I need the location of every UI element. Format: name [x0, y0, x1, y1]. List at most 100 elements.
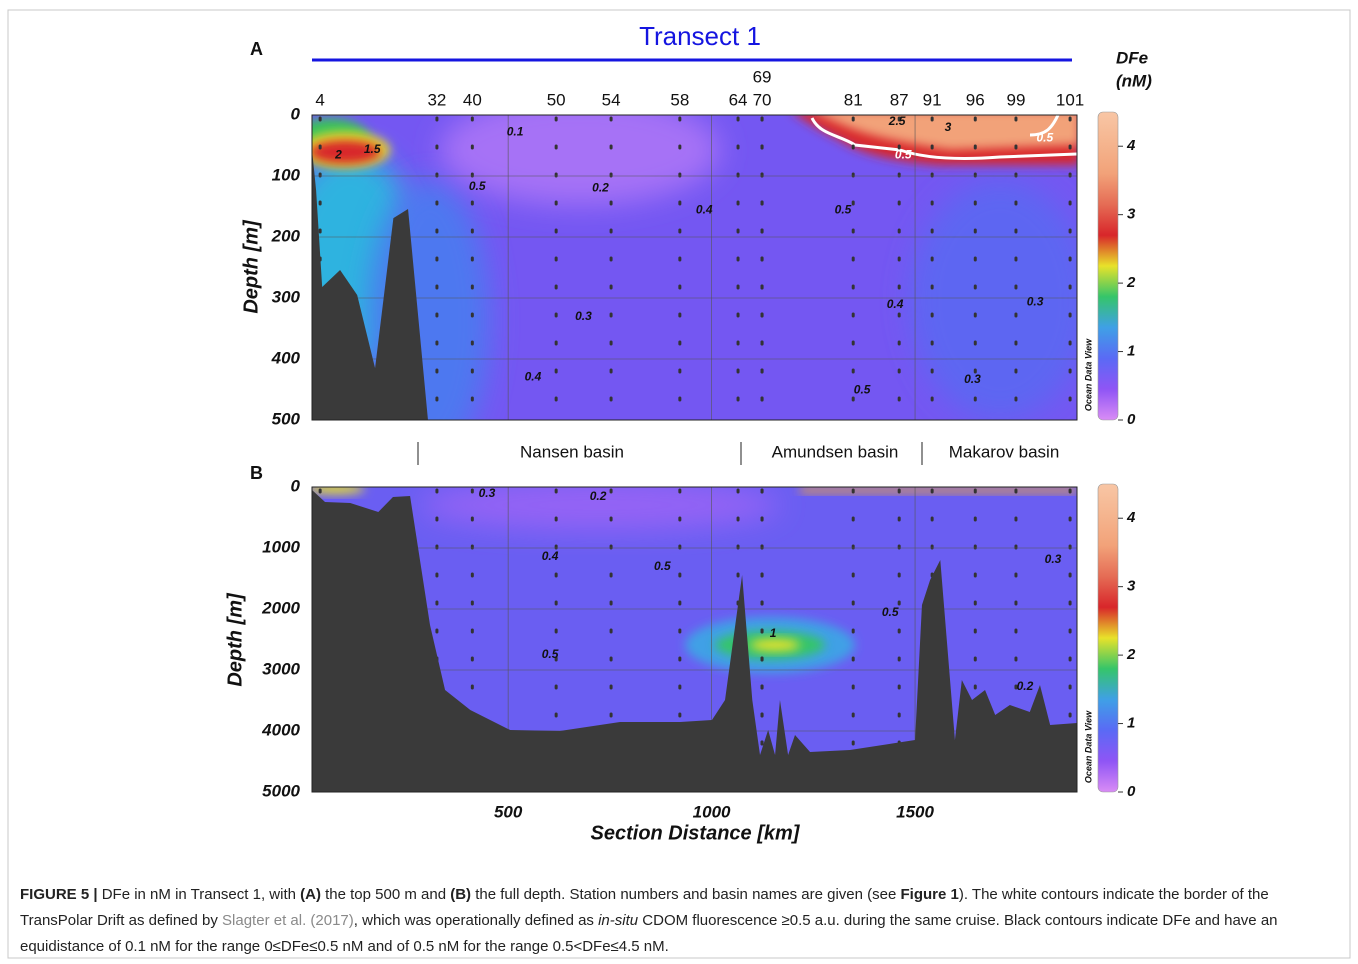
contour-label: 3 [945, 120, 952, 134]
contour-label: 0.2 [592, 180, 609, 194]
colorbar-tick-label: 4 [1126, 137, 1136, 154]
y-tick-label: 3000 [262, 659, 300, 678]
caption-text: ). The white contours indicate the borde… [20, 886, 1269, 929]
station-label: 40 [463, 90, 482, 109]
x-tick-label: 1000 [693, 802, 731, 821]
contour-label: 2 [334, 147, 342, 161]
contour-label: 0.5 [895, 147, 912, 161]
x-tick-label: 1500 [896, 802, 934, 821]
basin-label: Nansen basin [520, 442, 624, 461]
colorbar-tick-label: 0 [1127, 783, 1136, 800]
contour-label: 0.5 [1037, 130, 1054, 144]
contour-label: 0.5 [882, 605, 899, 619]
station-label: 99 [1007, 90, 1026, 109]
station-label: 4 [315, 90, 324, 109]
station-label: 54 [602, 90, 621, 109]
colorbar-tick-label: 0 [1127, 411, 1136, 428]
figure-frame [7, 9, 1351, 959]
x-axis-label: Section Distance [km] [591, 822, 801, 844]
basin-label: Makarov basin [949, 442, 1060, 461]
y-tick-label: 100 [272, 165, 301, 184]
colorbar [1097, 111, 1119, 421]
y-axis-label: Depth [m] [224, 592, 246, 687]
watermark: Ocean Data View [1083, 338, 1093, 411]
station-label: 101 [1056, 90, 1084, 109]
caption-text: Figure 1 [900, 886, 959, 903]
contour-label: 0.2 [590, 489, 607, 503]
contour-label: 0.3 [1045, 552, 1062, 566]
contour-label: 0.5 [654, 559, 671, 573]
station-label: 64 [729, 90, 748, 109]
caption-text: CDOM fluorescence ≥0.5 a.u. during the s… [20, 912, 1278, 955]
basin-label: Amundsen basin [772, 442, 899, 461]
caption-text: , which was operationally defined as [353, 912, 599, 929]
y-tick-label: 5000 [262, 781, 300, 800]
colorbar-tick-label: 1 [1127, 715, 1135, 732]
contour-label: 0.5 [469, 179, 486, 193]
y-tick-label: 200 [271, 226, 301, 245]
contour-label: 0.4 [525, 369, 542, 383]
watermark: Ocean Data View [1083, 710, 1093, 783]
contour-label: 0.3 [575, 309, 592, 323]
station-label: 81 [844, 90, 863, 109]
contour-label: 0.3 [479, 486, 496, 500]
y-tick-label: 0 [291, 104, 301, 123]
contour-label: 0.5 [854, 382, 871, 396]
colorbar-tick-label: 3 [1127, 206, 1136, 223]
station-label: 69 [753, 67, 772, 86]
contour-label: 1.5 [364, 142, 381, 156]
colorbar-tick-label: 2 [1126, 646, 1136, 663]
caption-text: in-situ [598, 912, 639, 929]
seafloor [312, 149, 428, 420]
station-label: 91 [923, 90, 942, 109]
caption-text: DFe in nM in Transect 1, with [97, 886, 301, 903]
plot-frame [311, 486, 1078, 793]
colorbar [1097, 483, 1119, 793]
station-label: 87 [890, 90, 909, 109]
contour-label: 1 [770, 626, 777, 640]
contour-label: 0.1 [507, 124, 524, 138]
caption-text: (B) [450, 886, 472, 903]
y-tick-label: 500 [272, 409, 301, 428]
plot-frame [311, 114, 1078, 421]
panel-label: B [250, 463, 263, 483]
contour-label: 0.3 [964, 372, 981, 386]
contour-label: 2.5 [888, 114, 906, 128]
colorbar-tick-label: 1 [1127, 343, 1135, 360]
station-label: 96 [966, 90, 985, 109]
contour-label: 0.4 [542, 549, 559, 563]
y-tick-label: 300 [272, 287, 301, 306]
caption-text: (A) [300, 886, 321, 903]
colorbar-label: (nM) [1116, 71, 1152, 90]
contour-label: 0.5 [542, 647, 559, 661]
contour-label: 0.2 [1017, 679, 1034, 693]
contour-label: 0.3 [1027, 294, 1044, 308]
colorbar-tick-label: 4 [1126, 509, 1136, 526]
colorbar-tick-label: 2 [1126, 274, 1136, 291]
x-tick-label: 500 [494, 802, 523, 821]
panel-label: A [250, 39, 263, 59]
seafloor [312, 489, 1077, 792]
station-label: 32 [427, 90, 446, 109]
y-tick-label: 1000 [262, 537, 300, 556]
colorbar-label: DFe [1116, 48, 1148, 67]
figure-caption: FIGURE 5 | DFe in nM in Transect 1, with… [20, 882, 1340, 960]
contour-label: 0.4 [887, 297, 904, 311]
chart-title: Transect 1 [639, 21, 761, 51]
station-label: 58 [670, 90, 689, 109]
caption-text[interactable]: Slagter et al. (2017) [222, 912, 354, 929]
caption-text: the full depth. Station numbers and basi… [471, 886, 901, 903]
y-tick-label: 2000 [261, 598, 300, 617]
y-tick-label: 4000 [261, 720, 300, 739]
caption-text: the top 500 m and [320, 886, 451, 903]
y-tick-label: 400 [271, 348, 301, 367]
contour-label: 0.4 [696, 202, 713, 216]
colorbar-tick-label: 3 [1127, 578, 1136, 595]
y-axis-label: Depth [m] [240, 219, 262, 314]
station-label: 70 [753, 90, 772, 109]
station-label: 50 [547, 90, 566, 109]
y-tick-label: 0 [291, 476, 301, 495]
caption-text: FIGURE 5 | [20, 886, 98, 903]
